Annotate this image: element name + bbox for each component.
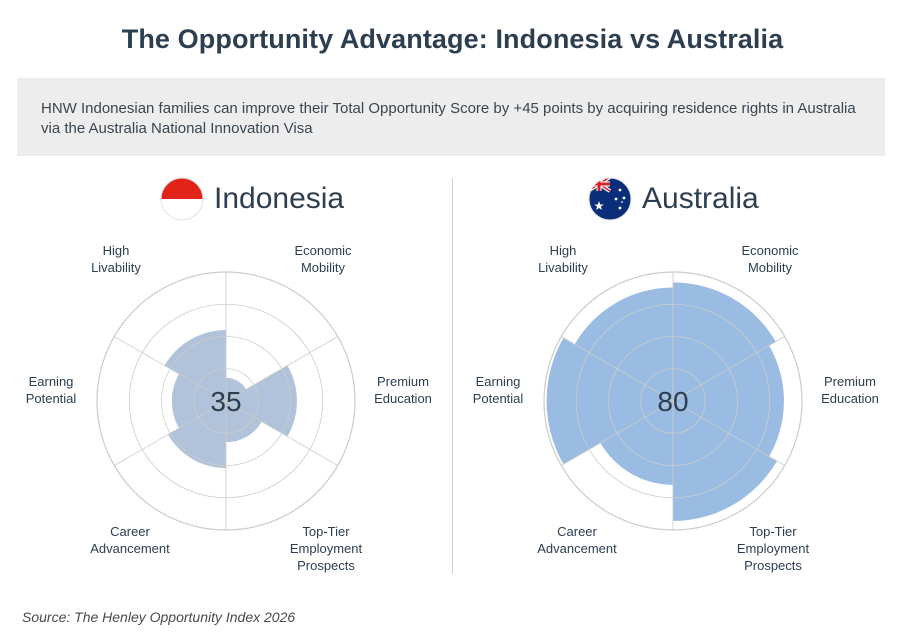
australia-header: Australia [588, 176, 759, 222]
axis-label-economic-mobility: Economic Mobility [294, 243, 352, 275]
chart-indonesia: 35 Economic Mobility Premium Education Top-Ti… [26, 243, 432, 573]
axis-label-premium-education: Premium Education [821, 374, 879, 406]
australia-flag-icon [588, 177, 632, 221]
axis-label-top-tier-employment-prospects: Top-Tier Employment Prospects [290, 524, 363, 573]
sector-premium-education [226, 365, 297, 437]
sector-earning-potential [171, 373, 226, 429]
axis-label-earning-potential: Earning Potential [473, 374, 524, 406]
indonesia-title: Indonesia [214, 182, 345, 215]
axis-label-high-livability: High Livability [538, 243, 588, 275]
grid-spoke [561, 400, 674, 466]
australia-title: Australia [642, 182, 759, 215]
axis-label-high-livability: High Livability [91, 243, 141, 275]
axis-label-economic-mobility: Economic Mobility [741, 243, 799, 275]
sector-earning-potential [546, 337, 673, 465]
grid-spoke [672, 336, 785, 402]
axis-label-earning-potential: Earning Potential [26, 374, 77, 406]
sector-economic-mobility [226, 377, 247, 401]
grid-spoke [672, 400, 785, 466]
sector-high-livability [164, 330, 226, 401]
axis-label-career-advancement: Career Advancement [90, 524, 170, 556]
polar-charts: 35 Economic Mobility Premium Education Top-Ti… [26, 243, 879, 573]
source-note: Source: The Henley Opportunity Index 202… [22, 609, 296, 625]
chart-australia: 80 Economic Mobility Premium Education Top-Ti… [473, 243, 879, 573]
grid-spoke [225, 400, 338, 466]
sector-top-tier-employment-prospects [673, 401, 777, 521]
axis-label-top-tier-employment-prospects: Top-Tier Employment Prospects [737, 524, 810, 573]
axis-label-career-advancement: Career Advancement [537, 524, 617, 556]
callout-box: HNW Indonesian families can improve thei… [17, 78, 885, 156]
axis-label-premium-education: Premium Education [374, 374, 432, 406]
grid-spoke [114, 336, 227, 402]
indonesia-header: Indonesia [160, 176, 344, 222]
indonesia-flag-icon [160, 177, 204, 221]
total-score: 80 [657, 386, 688, 417]
grid-spoke [114, 400, 227, 466]
sector-premium-education [673, 345, 784, 457]
sector-economic-mobility [673, 282, 776, 401]
sector-career-advancement [600, 401, 673, 485]
sector-high-livability [574, 287, 673, 401]
total-score: 35 [210, 386, 241, 417]
sector-career-advancement [167, 401, 226, 469]
grid-spoke [225, 336, 338, 402]
panel-divider [452, 178, 453, 574]
page-title: The Opportunity Advantage: Indonesia vs … [121, 24, 784, 54]
grid-spoke [561, 336, 674, 402]
